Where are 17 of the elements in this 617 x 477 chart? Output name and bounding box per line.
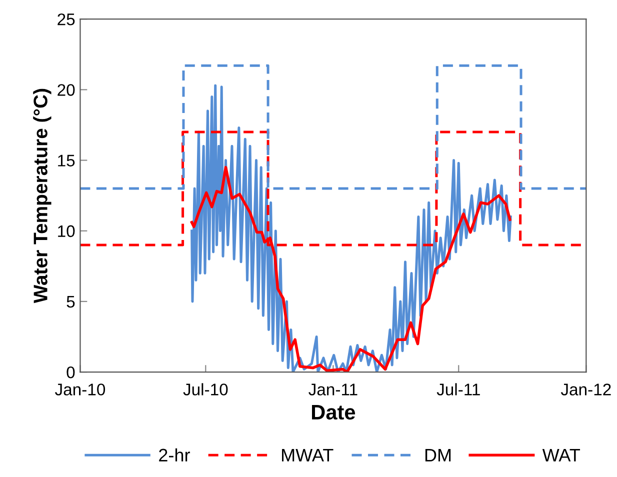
y-tick-label: 25 (58, 13, 75, 26)
y-tick-label: 0 (66, 366, 75, 378)
x-axis-title: Date (312, 405, 356, 420)
y-tick-label: 15 (58, 154, 75, 166)
y-tick-label: 10 (58, 225, 75, 238)
y-tick-label: 5 (66, 296, 75, 308)
legend-label: MWAT (282, 448, 334, 462)
x-tick-label: Jan-12 (560, 384, 611, 396)
x-tick-label: Jan-11 (308, 384, 358, 396)
legend-label: WAT (542, 448, 580, 462)
legend-label: DM (425, 448, 451, 462)
x-tick-label: Jul-10 (183, 383, 228, 396)
y-tick-label: 20 (58, 84, 75, 96)
x-tick-label: Jul-11 (436, 383, 480, 396)
x-tick-label: Jan-10 (54, 384, 106, 396)
y-axis-title: Water Temperature (°C) (33, 88, 52, 304)
legend-label: 2-hr (159, 448, 190, 462)
